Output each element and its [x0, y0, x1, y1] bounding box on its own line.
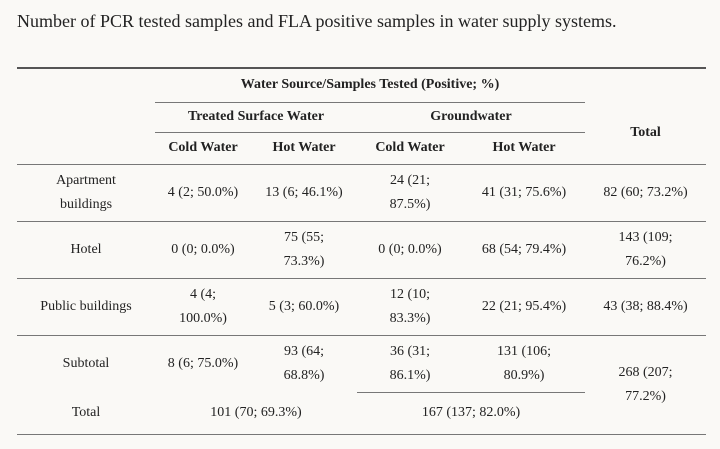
treated-surface-water-header: Treated Surface Water: [155, 102, 357, 133]
table-row: Hotel 0 (0; 0.0%) 75 (55; 73.3%) 0 (0; 0…: [17, 221, 707, 279]
tsw-hot-cell: 93 (64; 68.8%): [283, 343, 325, 383]
gw-cold-cell: 24 (21; 87.5%): [357, 164, 463, 222]
tsw-cold-cell: 0 (0; 0.0%): [155, 221, 251, 279]
gw-cold-cell: 36 (31; 86.1%): [357, 335, 463, 393]
gw-hot-cell: 22 (21; 95.4%): [463, 278, 586, 336]
table-caption: Number of PCR tested samples and FLA pos…: [17, 11, 617, 31]
table-row: Public buildings 4 (4; 100.0%) 5 (3; 60.…: [17, 278, 707, 336]
gw-hot-cell: 68 (54; 79.4%): [463, 221, 586, 279]
gw-cold-cell: 12 (10; 83.3%): [357, 278, 463, 336]
tsw-cold-cell: 4 (2; 50.0%): [155, 164, 251, 222]
row-label: Total: [17, 392, 155, 435]
gw-hot-cell: 41 (31; 75.6%): [463, 164, 586, 222]
total-header: Total: [585, 102, 707, 165]
groundwater-header: Groundwater: [357, 102, 586, 133]
gw-hot-cell: 131 (106; 80.9%): [463, 335, 586, 393]
header-row-1: Water Source/Samples Tested (Positive; %…: [17, 67, 707, 103]
total-row: Total 101 (70; 69.3%) 167 (137; 82.0%): [17, 392, 706, 435]
header-row-3: Cold Water Hot Water Cold Water Hot Wate…: [17, 132, 706, 165]
tsw-cold-water-header: Cold Water: [155, 132, 251, 165]
tsw-hot-cell: 13 (6; 46.1%): [251, 164, 357, 222]
tsw-total-cell: 101 (70; 69.3%): [155, 392, 357, 435]
blank-cell: [17, 132, 155, 165]
row-label: Apartment buildings: [17, 164, 155, 222]
water-source-header: Water Source/Samples Tested (Positive; %…: [155, 67, 586, 103]
corner-cell: [17, 67, 155, 102]
gw-total-cell: 167 (137; 82.0%): [357, 392, 586, 435]
results-table: Water Source/Samples Tested (Positive; %…: [17, 67, 707, 435]
total-cell: 43 (38; 88.4%): [585, 278, 707, 336]
tsw-hot-water-header: Hot Water: [251, 132, 357, 165]
tsw-cold-cell: 4 (4; 100.0%): [155, 278, 251, 336]
header-row-2: Treated Surface Water Groundwater Total: [17, 102, 707, 165]
row-label: Hotel: [17, 221, 155, 279]
total-cell: 82 (60; 73.2%): [585, 164, 707, 222]
blank-cell: [17, 102, 155, 132]
gw-hot-water-header: Hot Water: [463, 132, 586, 165]
gw-cold-water-header: Cold Water: [357, 132, 463, 165]
grand-total-cell: 268 (207; 77.2%): [585, 335, 707, 435]
corner-cell-right: [585, 67, 707, 102]
table-row: Apartment buildings 4 (2; 50.0%) 13 (6; …: [17, 164, 707, 222]
gw-cold-cell: 0 (0; 0.0%): [357, 221, 463, 279]
subtotal-row: Subtotal 8 (6; 75.0%) 93 (64; 68.8%) 36 …: [17, 335, 707, 435]
tsw-cold-cell: 8 (6; 75.0%): [167, 355, 239, 371]
tsw-hot-cell: 75 (55; 73.3%): [251, 221, 357, 279]
tsw-hot-cell: 5 (3; 60.0%): [251, 278, 357, 336]
total-cell: 143 (109; 76.2%): [585, 221, 707, 279]
row-label: Subtotal: [62, 355, 110, 371]
row-label: Public buildings: [17, 278, 155, 336]
